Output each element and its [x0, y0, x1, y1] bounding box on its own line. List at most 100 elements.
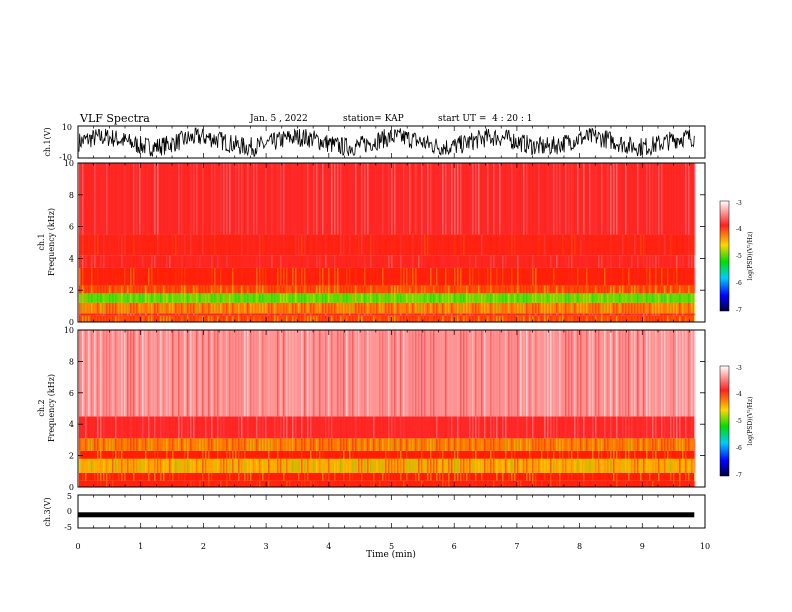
spectrogram-column [445, 330, 447, 417]
spectrogram-column [523, 438, 525, 451]
spectrogram-column [316, 472, 318, 481]
spectrogram-column [202, 416, 204, 439]
spectrogram-column [355, 313, 357, 316]
spectrogram-column [301, 293, 303, 303]
spectrogram-column [334, 450, 336, 459]
spectrogram-column [202, 472, 204, 481]
spectrogram-column [580, 293, 582, 303]
spectrogram-column [400, 438, 402, 451]
ch1-ytick-10: 10 [62, 123, 72, 132]
spectrogram-column [502, 315, 504, 322]
spectrogram-column [586, 315, 588, 322]
spectrogram-column [568, 480, 570, 487]
spectrogram-column [694, 315, 696, 322]
spectrogram-column [124, 293, 126, 303]
spectrogram-column [607, 313, 609, 316]
spectrogram-column [529, 458, 531, 473]
spectrogram-column [475, 480, 477, 487]
spectrogram-column [418, 315, 420, 322]
spectrogram-column [556, 285, 558, 294]
spectrogram-column [190, 458, 192, 473]
spectrogram-column [361, 450, 363, 459]
spectrogram-column [679, 313, 681, 316]
spectrogram-column [355, 472, 357, 481]
spectrogram-column [88, 163, 90, 235]
spectrogram-column [127, 480, 129, 487]
spectrogram-column [574, 450, 576, 459]
spectrogram-column [379, 293, 381, 303]
spectrogram-column [622, 293, 624, 303]
spectrogram-column [661, 302, 663, 314]
spectrogram-column [481, 458, 483, 473]
spectrogram-column [568, 302, 570, 314]
spectrogram-column [406, 293, 408, 303]
spectrogram-column [535, 234, 537, 256]
spectrogram-column [310, 163, 312, 235]
spectrogram-column [355, 285, 357, 294]
spectrogram-column [376, 302, 378, 314]
spectrogram-column [286, 472, 288, 481]
spectrogram-column [310, 293, 312, 303]
spectrogram-column [523, 302, 525, 314]
spectrogram-column [688, 313, 690, 316]
spectrogram-column [547, 163, 549, 235]
spectrogram-column [193, 450, 195, 459]
spectrogram-column [118, 163, 120, 235]
spectrogram-column [223, 302, 225, 314]
spectrogram-column [304, 255, 306, 268]
cb2-tick-3: -3 [736, 365, 742, 372]
spectrogram-column [235, 255, 237, 268]
spectrogram-column [676, 313, 678, 316]
spectrogram-column [175, 330, 177, 417]
spectrogram-column [382, 293, 384, 303]
spectrogram-column [301, 480, 303, 487]
spectrogram-column [619, 330, 621, 417]
spectrogram-column [340, 416, 342, 439]
spectrogram-column [439, 450, 441, 459]
spectrogram-column [364, 302, 366, 314]
spectrogram-column [187, 458, 189, 473]
spectrogram-column [136, 293, 138, 303]
spectrogram-column [91, 293, 93, 303]
spectrogram-column [358, 285, 360, 294]
spectrogram-column [499, 416, 501, 439]
spectrogram-column [538, 293, 540, 303]
spectrogram-column [640, 315, 642, 322]
spectrogram-column [397, 480, 399, 487]
spectrogram-column [145, 313, 147, 316]
spectrogram-column [610, 302, 612, 314]
spectrogram-column [598, 267, 600, 286]
spectrogram-column [334, 255, 336, 268]
spectrogram-column [376, 330, 378, 417]
spectrogram-column [559, 416, 561, 439]
spectrogram-column [511, 450, 513, 459]
spectrogram-column [118, 438, 120, 451]
spectrogram-column [109, 255, 111, 268]
spectrogram-column [412, 330, 414, 417]
spectrogram-column [352, 416, 354, 439]
spectrogram-column [547, 330, 549, 417]
spectrogram-column [214, 255, 216, 268]
spectrogram-column [586, 450, 588, 459]
spectrogram-column [370, 330, 372, 417]
spectrogram-column [403, 330, 405, 417]
spectrogram-column [82, 285, 84, 294]
spectrogram-column [526, 416, 528, 439]
spectrogram-column [592, 458, 594, 473]
spectrogram-column [652, 472, 654, 481]
spectrogram-column [145, 315, 147, 322]
spectrogram-column [631, 163, 633, 235]
spectrogram-column [427, 450, 429, 459]
spectrogram-column [361, 255, 363, 268]
spectrogram-column [94, 315, 96, 322]
spectrogram-column [661, 458, 663, 473]
spectrogram-column [595, 267, 597, 286]
spectrogram-column [655, 315, 657, 322]
spectrogram-column [415, 330, 417, 417]
spectrogram-column [415, 255, 417, 268]
spectrogram-column [433, 416, 435, 439]
spectrogram-column [511, 472, 513, 481]
spectrogram-column [325, 267, 327, 286]
spectrogram-column [694, 313, 696, 316]
spectrogram-column [220, 313, 222, 316]
